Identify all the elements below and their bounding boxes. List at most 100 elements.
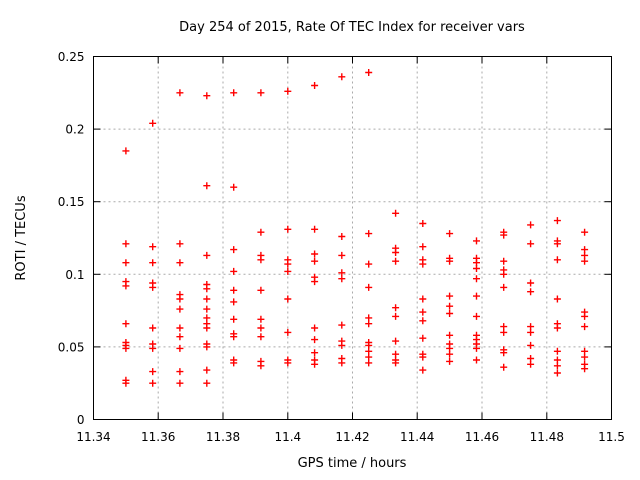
data-point — [284, 295, 292, 303]
x-tick-label: 11.48 — [530, 430, 564, 444]
data-point — [446, 310, 454, 317]
data-point — [581, 228, 589, 236]
data-point — [419, 317, 427, 325]
data-point — [419, 366, 427, 374]
data-point — [257, 333, 265, 341]
x-tick-label: 11.46 — [465, 430, 499, 444]
data-point — [311, 257, 319, 265]
data-point — [500, 363, 508, 371]
data-point — [500, 349, 508, 357]
data-point — [122, 344, 130, 352]
data-point — [581, 353, 589, 361]
data-point — [500, 231, 508, 239]
data-point — [338, 275, 346, 283]
data-point — [284, 328, 292, 336]
data-point — [122, 240, 130, 248]
data-point — [176, 324, 184, 332]
data-point — [257, 89, 265, 97]
data-point — [149, 243, 157, 251]
data-point — [581, 365, 589, 373]
data-point — [553, 347, 561, 355]
data-point — [446, 302, 454, 310]
data-point — [473, 237, 480, 245]
data-point — [446, 292, 454, 300]
data-point — [553, 240, 561, 248]
data-point — [257, 324, 265, 332]
data-point — [553, 362, 561, 370]
data-point — [257, 228, 265, 236]
data-point — [311, 324, 319, 332]
data-point — [311, 250, 319, 258]
data-point — [446, 257, 454, 265]
data-point — [203, 343, 211, 351]
data-point — [392, 249, 400, 256]
x-tick-label: 11.5 — [598, 430, 625, 444]
data-point — [122, 379, 130, 387]
data-point — [311, 360, 319, 368]
data-point — [203, 305, 211, 313]
data-point — [553, 217, 561, 225]
data-point — [392, 209, 400, 217]
data-point — [338, 321, 346, 329]
data-point — [176, 333, 184, 341]
data-point — [149, 368, 157, 376]
data-point — [419, 308, 427, 316]
gridlines — [93, 56, 612, 420]
data-point — [203, 182, 211, 190]
data-point — [176, 379, 184, 387]
data-point — [473, 344, 480, 352]
x-axis-label: GPS time / hours — [298, 456, 407, 471]
data-point — [365, 283, 373, 291]
x-tick-label: 11.36 — [141, 430, 175, 444]
data-point — [581, 323, 589, 331]
x-tick-label: 11.34 — [76, 430, 110, 444]
data-point — [527, 328, 535, 336]
data-point — [419, 220, 427, 227]
data-point — [284, 225, 292, 233]
data-point — [176, 259, 184, 267]
data-point — [176, 240, 184, 248]
data-point — [527, 288, 535, 296]
data-point — [338, 341, 346, 349]
y-tick-label: 0.1 — [65, 268, 84, 282]
data-point — [365, 359, 373, 367]
data-point — [419, 260, 427, 268]
data-point — [473, 292, 480, 300]
data-point — [581, 257, 589, 265]
data-point — [419, 243, 427, 251]
data-point — [149, 324, 157, 332]
data-point — [230, 359, 238, 367]
data-point — [203, 251, 211, 259]
y-tick-label: 0 — [77, 413, 85, 427]
y-axis-label: ROTI / TECUs — [14, 195, 29, 280]
data-point — [122, 320, 130, 328]
data-point — [149, 344, 157, 352]
data-point — [149, 283, 157, 291]
data-point — [338, 251, 346, 259]
data-point — [230, 183, 238, 191]
data-point — [311, 336, 319, 344]
data-point — [203, 92, 211, 100]
data-point — [203, 324, 211, 332]
data-point — [419, 334, 427, 342]
x-tick-label: 11.44 — [400, 430, 434, 444]
data-point — [338, 73, 346, 81]
data-point — [365, 230, 373, 238]
data-point — [419, 295, 427, 303]
y-tick-label: 0.05 — [58, 340, 85, 354]
data-point — [553, 256, 561, 264]
data-point — [365, 260, 373, 268]
data-point — [230, 89, 238, 97]
data-point — [446, 331, 454, 339]
plot-border — [93, 56, 612, 420]
data-point — [257, 362, 265, 370]
data-point — [527, 341, 535, 349]
data-point — [500, 257, 508, 265]
data-point — [527, 279, 535, 287]
data-point — [500, 328, 508, 336]
data-point — [176, 305, 184, 313]
data-point — [419, 353, 427, 361]
data-point — [203, 295, 211, 303]
